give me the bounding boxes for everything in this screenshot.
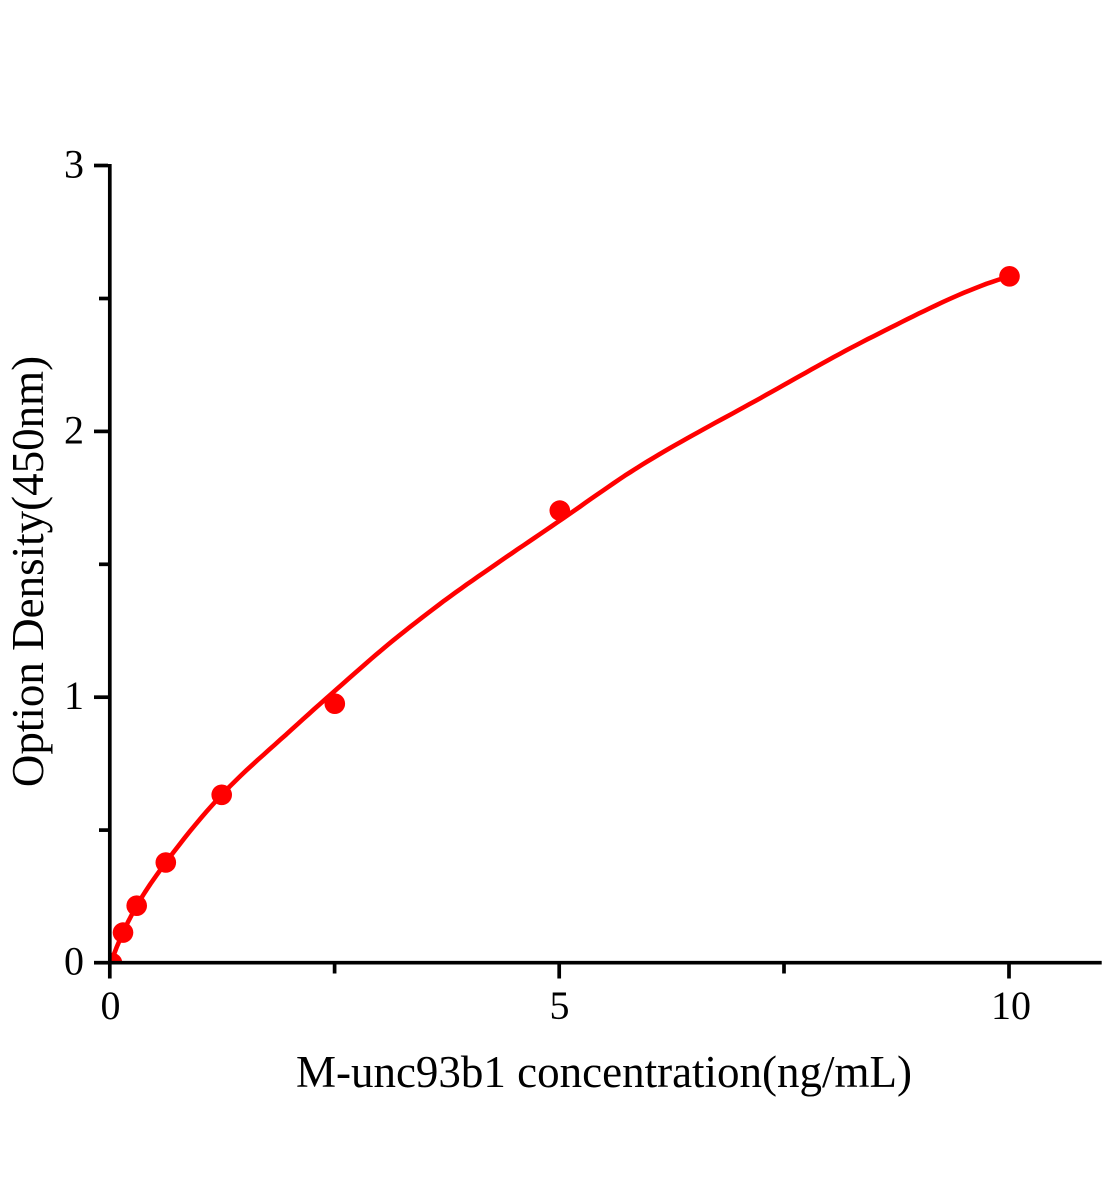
svg-text:5: 5 xyxy=(550,983,570,1028)
svg-text:10: 10 xyxy=(991,983,1031,1028)
svg-text:0: 0 xyxy=(101,983,121,1028)
svg-text:Option Density(450nm): Option Density(450nm) xyxy=(3,356,53,787)
svg-text:1: 1 xyxy=(64,673,84,718)
svg-text:M-unc93b1 concentration(ng/mL): M-unc93b1 concentration(ng/mL) xyxy=(296,1047,912,1097)
svg-text:0: 0 xyxy=(64,939,84,984)
svg-text:2: 2 xyxy=(64,407,84,452)
svg-text:3: 3 xyxy=(64,142,84,187)
